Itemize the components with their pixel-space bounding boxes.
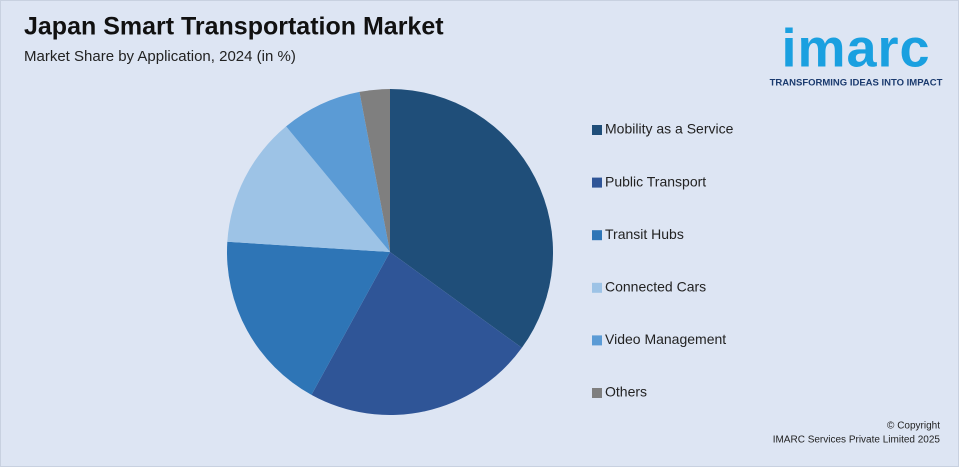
legend-label: Connected Cars xyxy=(605,279,706,295)
legend-swatch xyxy=(592,230,602,241)
copyright: © Copyright xyxy=(887,421,940,432)
legend-swatch xyxy=(592,125,602,135)
legend-label: Transit Hubs xyxy=(605,226,684,242)
legend-label: Public Transport xyxy=(605,173,706,189)
legend-swatch xyxy=(592,177,602,188)
legend-label: Mobility as a Service xyxy=(605,121,734,137)
pie-slice xyxy=(359,89,390,252)
pie-slice xyxy=(311,252,522,415)
legend-label: Others xyxy=(605,384,647,400)
pie-slice xyxy=(226,241,390,395)
legend-swatch xyxy=(592,388,602,398)
copyright-company: IMARC Services Private Limited 2025 xyxy=(773,435,941,446)
pie-slice xyxy=(227,126,390,252)
logo-tagline: TRANSFORMING IDEAS INTO IMPACT xyxy=(770,78,943,89)
pie-slice xyxy=(286,91,390,252)
legend-swatch xyxy=(592,282,602,293)
pie-slice xyxy=(390,89,553,348)
chart-title: Japan Smart Transportation Market xyxy=(24,13,444,41)
legend-label: Video Management xyxy=(605,331,726,347)
logo: imarc xyxy=(781,18,930,78)
legend-swatch xyxy=(592,335,602,346)
chart-subtitle: Market Share by Application, 2024 (in %) xyxy=(24,48,296,65)
